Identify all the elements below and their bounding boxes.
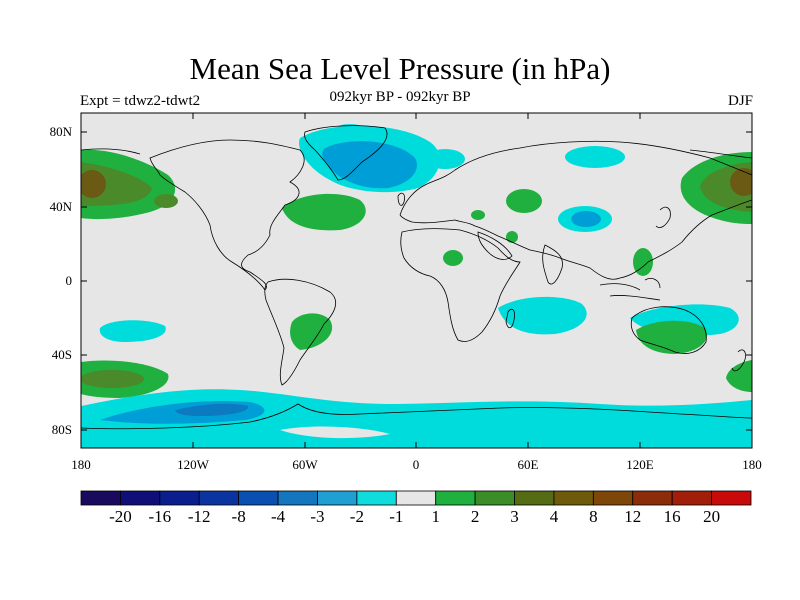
colorbar-label: -2 — [349, 507, 364, 526]
experiment-label: Expt = tdwz2-tdwt2 — [80, 93, 201, 109]
colorbar-swatch — [120, 490, 161, 506]
axis-ticks — [81, 113, 752, 448]
colorbar-swatch — [277, 490, 318, 506]
coast-greenland — [304, 125, 388, 181]
anomaly-pos3-pacific-west — [81, 170, 106, 198]
colorbar-swatch — [592, 490, 634, 506]
anomaly-pos1-north-africa — [443, 250, 463, 266]
colorbar-label: -1 — [389, 507, 404, 526]
season-label: DJF — [727, 93, 753, 109]
anomaly-pos1-caspian — [506, 189, 542, 213]
anomaly-neg1-arctic-small — [336, 124, 364, 134]
colorbar-swatch — [317, 490, 358, 506]
y-tick-label: 40S — [51, 347, 72, 362]
colorbar-label: 8 — [589, 507, 598, 526]
colorbar-swatch — [198, 490, 240, 506]
anomaly-pos1-east-africa — [506, 231, 518, 243]
x-tick-label: 120E — [626, 457, 654, 472]
x-tick-label: 180 — [742, 457, 762, 472]
colorbar-label: -8 — [231, 507, 246, 526]
anomaly-pos1-south-pacific-east — [726, 360, 752, 392]
colorbar-swatch — [238, 490, 279, 506]
colorbar-swatch — [711, 490, 752, 506]
colorbar-label: -12 — [187, 507, 211, 526]
colorbar-swatch — [435, 490, 476, 506]
x-tick-label: 60E — [517, 457, 539, 472]
coast-north-america — [149, 139, 305, 291]
anomaly-pos1-australia — [636, 320, 707, 354]
map-title: Mean Sea Level Pressure (in hPa) — [189, 51, 611, 86]
anomaly-neg1-indian-ocean — [498, 296, 587, 335]
coastlines — [81, 125, 752, 430]
x-tick-label: 60W — [292, 457, 318, 472]
colorbar-swatch — [159, 490, 200, 506]
colorbar-label: 4 — [549, 507, 559, 526]
coast-japan — [655, 206, 671, 228]
anomaly-pos1-atlantic — [282, 193, 366, 231]
anomaly-pos1-antarctic-coast — [280, 426, 390, 439]
colorbar-swatch — [514, 490, 555, 506]
anomaly-neg1-antarctica-inland — [400, 429, 560, 439]
anomaly-neg3-southern-ocean — [175, 403, 249, 416]
colorbar — [80, 490, 752, 506]
x-tick-label: 180 — [71, 457, 91, 472]
coast-south-america — [264, 278, 337, 386]
colorbar-swatch — [80, 490, 121, 506]
anomaly-neg1-pacific-south — [99, 320, 166, 342]
x-tick-label: 120W — [177, 457, 209, 472]
colorbar-swatch — [474, 490, 515, 506]
colorbar-label: 1 — [431, 507, 440, 526]
colorbar-label: 16 — [663, 507, 681, 526]
anomaly-pos1-arabia — [471, 210, 485, 220]
coast-africa — [400, 228, 521, 342]
anomaly-pos2-pacific-small — [154, 194, 178, 208]
map-subtitle: 092kyr BP - 092kyr BP — [329, 89, 471, 105]
colorbar-label: -4 — [270, 507, 286, 526]
y-tick-label: 40N — [49, 199, 72, 214]
anomaly-neg2-tibet — [571, 211, 601, 227]
anomaly-neg2-greenland — [322, 141, 417, 189]
anomaly-pos2-south-pacific-west — [81, 370, 144, 388]
coast-eurasia — [399, 140, 752, 280]
coast-madagascar — [505, 308, 515, 329]
anomaly-pos1-philippines — [633, 248, 653, 276]
coast-alaska — [81, 148, 752, 159]
coast-new-zealand — [731, 349, 746, 372]
colorbar-swatch — [632, 490, 673, 506]
coast-india — [542, 244, 563, 285]
y-tick-label: 0 — [65, 273, 73, 288]
colorbar-label: 3 — [510, 507, 519, 526]
colorbar-label: 12 — [624, 507, 642, 526]
coast-indonesia — [599, 278, 661, 301]
colorbar-label: -16 — [148, 507, 172, 526]
anomaly-pos1-south-america — [290, 313, 333, 350]
anomaly-neg1-scandinavia — [425, 149, 465, 169]
anomaly-pos3-pacific-east — [730, 168, 752, 196]
colorbar-swatch — [553, 490, 594, 506]
anomaly-neg1-arctic-siberia — [565, 146, 625, 168]
coast-uk — [397, 192, 405, 206]
anomaly-layer — [81, 124, 752, 448]
coast-antarctica — [81, 403, 752, 430]
coast-australia — [630, 306, 707, 354]
coast-arabia — [477, 231, 513, 260]
colorbar-swatch — [671, 490, 712, 506]
colorbar-label: 2 — [470, 507, 480, 526]
x-tick-label: 0 — [412, 457, 420, 472]
colorbar-label: -3 — [310, 507, 325, 526]
y-tick-label: 80S — [51, 422, 72, 437]
y-tick-label: 80N — [49, 124, 72, 139]
colorbar-swatch — [356, 490, 397, 506]
colorbar-label: 20 — [703, 507, 721, 526]
colorbar-label: -20 — [109, 507, 132, 526]
colorbar-swatch — [395, 490, 437, 506]
